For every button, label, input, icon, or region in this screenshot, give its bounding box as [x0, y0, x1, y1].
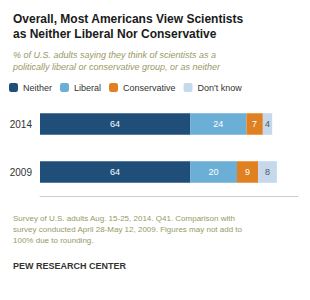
svg-text:Conservative: Conservative [123, 83, 176, 93]
svg-text:9: 9 [245, 167, 250, 177]
svg-text:PEW RESEARCH CENTER: PEW RESEARCH CENTER [13, 261, 127, 271]
svg-text:64: 64 [110, 119, 120, 129]
svg-text:2014: 2014 [10, 119, 33, 130]
svg-text:Neither: Neither [23, 83, 52, 93]
svg-text:Don't know: Don't know [198, 83, 243, 93]
svg-text:8: 8 [265, 167, 270, 177]
svg-text:20: 20 [209, 167, 219, 177]
svg-text:survey conducted April 28-May: survey conducted April 28-May 12, 2009. … [13, 225, 243, 234]
svg-text:as Neither Liberal Nor Conserv: as Neither Liberal Nor Conservative [13, 27, 217, 41]
svg-text:Overall, Most Americans View S: Overall, Most Americans View Scientists [13, 12, 243, 26]
svg-text:64: 64 [110, 167, 120, 177]
svg-text:4: 4 [265, 119, 270, 129]
svg-text:Survey of U.S. adults Aug. 15-: Survey of U.S. adults Aug. 15-25, 2014. … [13, 214, 235, 223]
svg-text:Liberal: Liberal [74, 83, 101, 93]
svg-text:% of U.S. adults saying they t: % of U.S. adults saying they think of sc… [13, 50, 216, 60]
svg-text:politically liberal or conserv: politically liberal or conservative grou… [12, 62, 221, 72]
svg-text:24: 24 [213, 119, 223, 129]
svg-text:7: 7 [252, 119, 257, 129]
svg-text:100% due to rounding.: 100% due to rounding. [13, 236, 94, 245]
svg-text:2009: 2009 [10, 167, 33, 178]
